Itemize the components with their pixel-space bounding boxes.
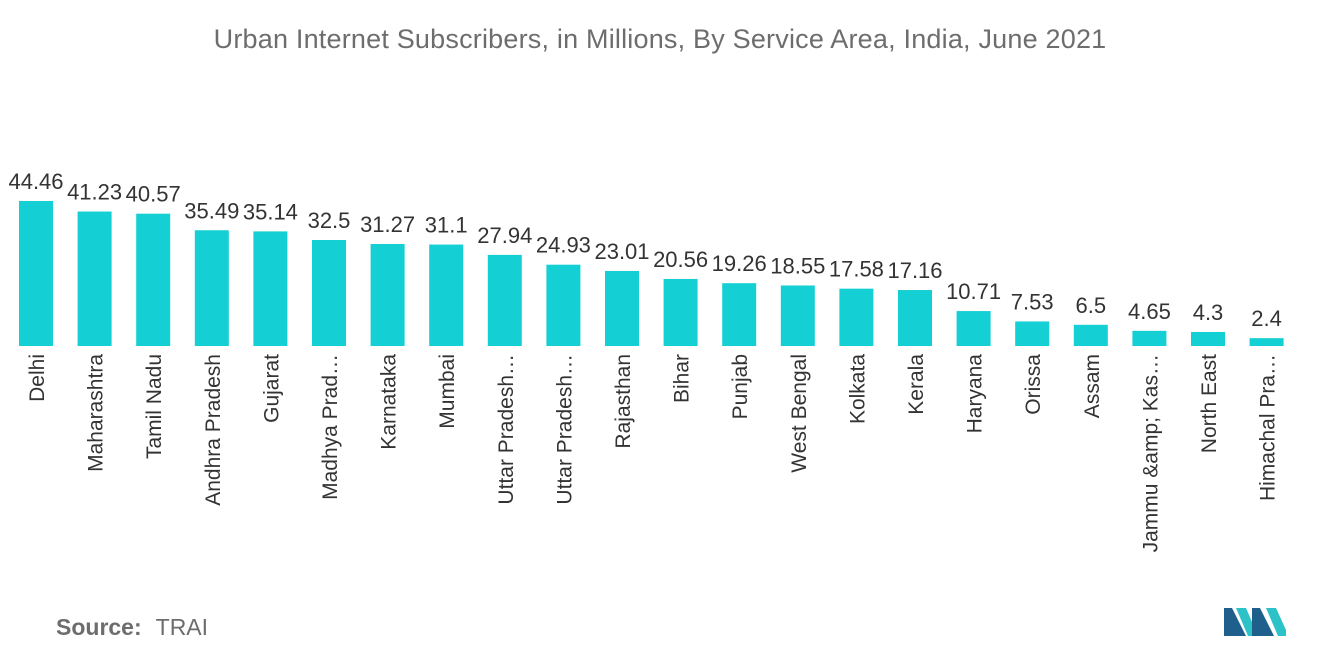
category-tick-label: Kolkata <box>846 354 869 424</box>
bar <box>605 270 639 346</box>
bar <box>1191 331 1225 346</box>
source-label: Source: <box>56 614 142 640</box>
bar-value-label: 24.93 <box>536 233 591 258</box>
bar <box>780 285 815 346</box>
bar <box>487 254 522 346</box>
bar <box>546 264 581 346</box>
category-tick-label: Madhya Prad… <box>319 354 342 500</box>
category-tick-label: Karnataka <box>378 354 401 450</box>
bar <box>253 231 288 346</box>
category-tick-label: Andhra Pradesh <box>202 354 225 506</box>
category-tick-label: Himachal Pra… <box>1257 354 1280 501</box>
bar <box>839 288 874 346</box>
category-tick-label: Assam <box>1081 354 1104 418</box>
bar-value-label: 17.16 <box>887 258 942 283</box>
bar <box>370 244 405 346</box>
bar <box>722 283 757 346</box>
bar-value-label: 10.71 <box>946 279 1001 304</box>
bar-value-label: 18.55 <box>770 254 825 279</box>
category-tick-label: Kerala <box>905 354 928 415</box>
chart-title: Urban Internet Subscribers, in Millions,… <box>213 24 1107 54</box>
bar <box>312 240 346 346</box>
bar-value-label: 6.5 <box>1076 293 1107 318</box>
category-tick-label: North East <box>1198 354 1221 453</box>
bar-value-label: 31.27 <box>360 212 415 237</box>
bar-value-label: 7.53 <box>1011 289 1054 314</box>
bar-chart: 44.46 Delhi 41.23 Maharashtra 40.57 Tamil Nad… <box>8 169 1284 552</box>
bar <box>663 278 698 346</box>
bar-value-label: 44.46 <box>8 169 63 194</box>
bar-value-label: 2.4 <box>1251 306 1282 331</box>
category-tick-label: Punjab <box>729 354 752 419</box>
bar <box>194 230 229 346</box>
bar <box>898 290 932 346</box>
brand-logo-icon <box>1224 608 1286 636</box>
bar-value-label: 4.65 <box>1128 299 1171 324</box>
bar-value-label: 23.01 <box>594 239 649 264</box>
bar <box>1249 338 1284 346</box>
bar-value-label: 31.1 <box>425 213 468 238</box>
bar-value-label: 41.23 <box>67 180 122 205</box>
category-tick-label: West Bengal <box>788 354 811 473</box>
source-note: Source: TRAI <box>56 614 208 641</box>
bar <box>136 213 171 346</box>
bar-value-label: 17.58 <box>829 257 884 282</box>
bar <box>1015 321 1050 346</box>
category-tick-label: Rajasthan <box>612 354 635 449</box>
bar <box>429 244 464 346</box>
category-tick-label: Maharashtra <box>85 354 108 472</box>
category-tick-label: Haryana <box>964 354 987 434</box>
bar <box>956 311 991 346</box>
bar-value-label: 40.57 <box>126 182 181 207</box>
category-tick-label: Delhi <box>26 354 49 402</box>
category-tick-label: Bihar <box>671 354 694 403</box>
bar-value-label: 19.26 <box>712 251 767 276</box>
bar-value-label: 4.3 <box>1193 300 1224 325</box>
bar <box>1073 324 1108 346</box>
bar-value-label: 35.49 <box>184 198 239 223</box>
category-tick-label: Mumbai <box>436 354 459 429</box>
bar-value-label: 27.94 <box>477 223 532 248</box>
category-tick-label: Uttar Pradesh… <box>495 354 518 505</box>
bar <box>19 201 53 346</box>
bar-value-label: 32.5 <box>308 208 351 233</box>
bar <box>77 211 112 346</box>
bar-value-label: 20.56 <box>653 247 708 272</box>
category-tick-label: Tamil Nadu <box>143 354 166 459</box>
bar <box>1132 330 1167 346</box>
bar-value-label: 35.14 <box>243 199 298 224</box>
category-tick-label: Jammu &amp; Kas… <box>1139 354 1162 552</box>
source-value: TRAI <box>155 614 209 640</box>
category-tick-label: Orissa <box>1022 354 1045 415</box>
category-tick-label: Uttar Pradesh… <box>553 354 576 505</box>
category-tick-label: Gujarat <box>260 354 283 423</box>
